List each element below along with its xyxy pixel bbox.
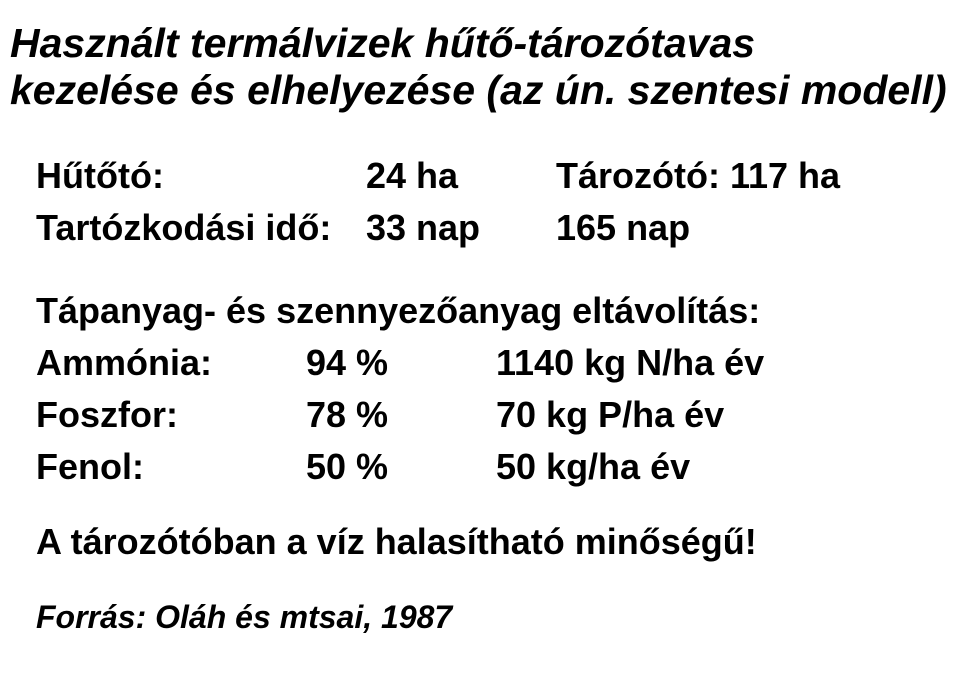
row-cooling-pond: Hűtőtó: 24 ha Tározótó: 117 ha	[36, 150, 950, 202]
row-phosphorus: Foszfor: 78 % 70 kg P/ha év	[36, 389, 950, 441]
source-citation: Forrás: Oláh és mtsai, 1987	[10, 599, 950, 636]
section-removal-heading: Tápanyag- és szennyezőanyag eltávolítás:	[36, 285, 950, 337]
pct-phenol: 50 %	[306, 441, 496, 493]
removal-heading-colon: :	[748, 290, 760, 331]
row-phenol: Fenol: 50 % 50 kg/ha év	[36, 441, 950, 493]
value-residence-right: 165 nap	[556, 202, 950, 254]
val-phosphorus: 70 kg P/ha év	[496, 389, 950, 441]
label-cooling-pond: Hűtőtó:	[36, 150, 366, 202]
section-removal: Tápanyag- és szennyezőanyag eltávolítás:…	[10, 285, 950, 494]
label-residence-time: Tartózkodási idő:	[36, 202, 366, 254]
label-phenol: Fenol:	[36, 441, 306, 493]
title-line-2: kezelése és elhelyezése (az ún. szentesi…	[10, 67, 947, 113]
val-phenol: 50 kg/ha év	[496, 441, 950, 493]
footer-statement: A tározótóban a víz halasítható minőségű…	[10, 521, 950, 563]
pct-phosphorus: 78 %	[306, 389, 496, 441]
pct-ammonia: 94 %	[306, 337, 496, 389]
row-residence-time: Tartózkodási idő: 33 nap 165 nap	[36, 202, 950, 254]
page-title: Használt termálvizek hűtő-tározótavas ke…	[10, 20, 950, 114]
removal-heading-text: Tápanyag- és szennyezőanyag eltávolítás	[36, 290, 748, 331]
spacer	[10, 255, 950, 285]
label-ammonia: Ammónia:	[36, 337, 306, 389]
label-phosphorus: Foszfor:	[36, 389, 306, 441]
title-line-1: Használt termálvizek hűtő-tározótavas	[10, 20, 755, 66]
value-residence-left: 33 nap	[366, 202, 556, 254]
value-storage-pond: Tározótó: 117 ha	[556, 150, 950, 202]
value-cooling-area: 24 ha	[366, 150, 556, 202]
section-pond-params: Hűtőtó: 24 ha Tározótó: 117 ha Tartózkod…	[10, 150, 950, 254]
document-page: Használt termálvizek hűtő-tározótavas ke…	[0, 0, 960, 646]
val-ammonia: 1140 kg N/ha év	[496, 337, 950, 389]
row-ammonia: Ammónia: 94 % 1140 kg N/ha év	[36, 337, 950, 389]
